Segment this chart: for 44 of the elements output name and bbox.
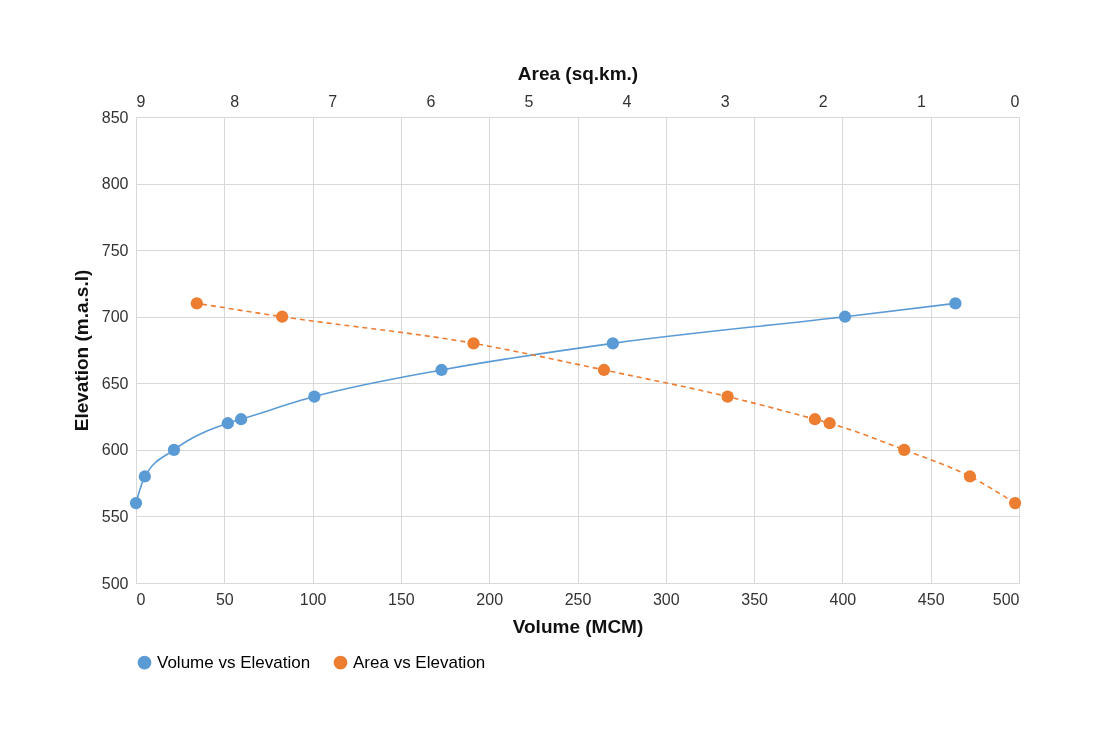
- x-tick-label: 100: [299, 590, 327, 608]
- point: [308, 390, 321, 403]
- y-tick-label: 700: [101, 308, 129, 326]
- x-tick-label: 500: [992, 590, 1020, 608]
- x2-tick-label: 0: [1010, 92, 1020, 110]
- y-tick-label: 600: [101, 441, 129, 459]
- x-tick-label: 350: [741, 590, 769, 608]
- x2-tick-label: 4: [622, 92, 632, 110]
- y-tick-label: 550: [101, 507, 129, 525]
- x-tick-label: 300: [652, 590, 680, 608]
- point: [606, 337, 619, 350]
- x2-tick-label: 2: [818, 92, 828, 110]
- x2-tick-label: 3: [720, 92, 730, 110]
- x2-tick-label: 8: [230, 92, 240, 110]
- y-tick-label: 650: [101, 374, 129, 392]
- y-tick-label: 800: [101, 175, 129, 193]
- x-axis-title: Volume (MCM): [512, 615, 644, 637]
- x2-axis-title: Area (sq.km.): [517, 62, 639, 84]
- x2-tick-label: 9: [136, 92, 146, 110]
- x-tick-label: 50: [215, 590, 234, 608]
- x-tick-label: 0: [136, 590, 146, 608]
- x2-tick-label: 6: [426, 92, 436, 110]
- x2-tick-label: 7: [328, 92, 338, 110]
- x-tick-label: 250: [564, 590, 592, 608]
- point: [949, 297, 962, 310]
- point: [838, 310, 852, 323]
- x-tick-label: 450: [917, 590, 945, 608]
- legend-label: Area vs Elevation: [353, 652, 486, 672]
- point: [129, 497, 143, 510]
- y-tick-label: 850: [101, 108, 129, 126]
- x-tick-label: 200: [476, 590, 504, 608]
- point: [167, 443, 181, 456]
- y-axis-title: Elevation (m.a.s.l): [70, 269, 92, 432]
- x-tick-label: 150: [388, 590, 415, 608]
- legend-label: Volume vs Elevation: [157, 652, 311, 672]
- x2-tick-label: 1: [916, 92, 926, 110]
- point: [435, 363, 448, 377]
- x-tick-label: 400: [829, 590, 857, 608]
- point: [138, 470, 151, 483]
- x2-tick-label: 5: [524, 92, 534, 110]
- y-tick-label: 500: [101, 574, 129, 592]
- point: [221, 417, 234, 430]
- y-tick-label: 750: [101, 241, 129, 259]
- point: [234, 413, 248, 426]
